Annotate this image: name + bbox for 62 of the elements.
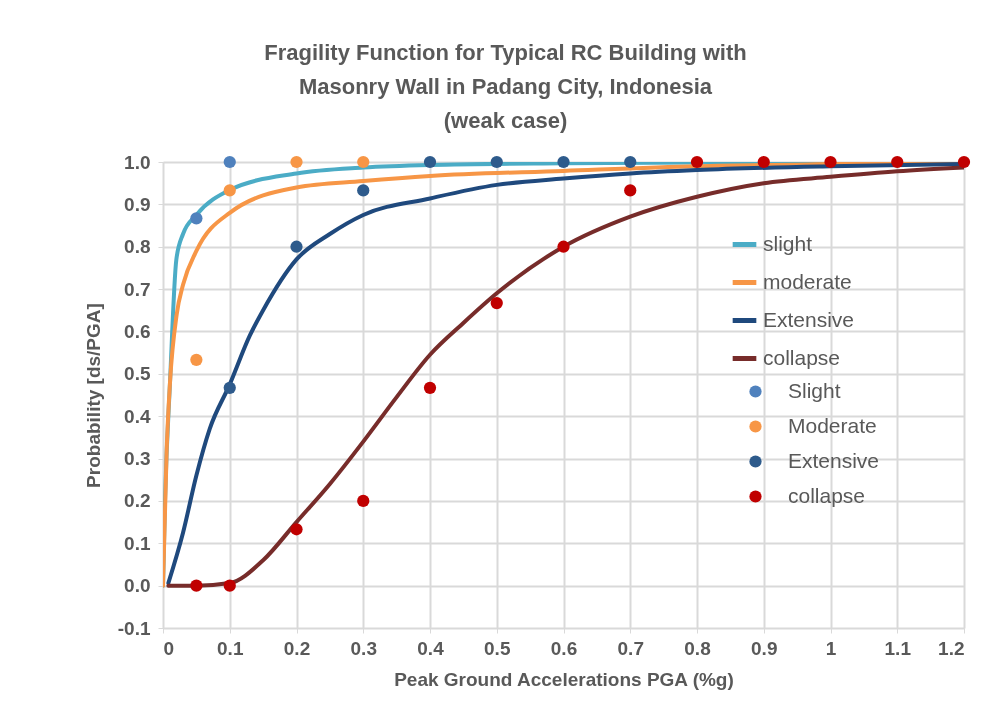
- x-tick-label: 0.9: [751, 637, 778, 659]
- point: [891, 155, 904, 169]
- y-tick-label: 0.8: [124, 236, 151, 258]
- x-tick-label: 0.1: [217, 637, 244, 659]
- point: [223, 184, 236, 197]
- x-tick-label: 1.1: [884, 637, 912, 659]
- x-tick-label: 0.7: [617, 637, 644, 659]
- x-tick-label: 0.3: [350, 637, 377, 659]
- y-tick-label: 0.3: [124, 448, 151, 470]
- point: [357, 155, 370, 169]
- legend-label: Extensive: [763, 307, 855, 331]
- point: [557, 155, 570, 169]
- point: [190, 353, 203, 366]
- legend-label: Slight: [788, 378, 841, 402]
- legend-label: moderate: [763, 269, 852, 293]
- y-tick-label: 0.1: [124, 532, 151, 554]
- x-tick-label: 0.8: [684, 637, 711, 659]
- point: [490, 155, 503, 169]
- point: [490, 296, 503, 310]
- point: [223, 579, 236, 592]
- point: [190, 212, 203, 225]
- point: [290, 240, 303, 253]
- point: [357, 184, 370, 197]
- y-tick-label: -0.1: [117, 617, 151, 639]
- point: [423, 381, 437, 394]
- point: [357, 494, 370, 508]
- x-tick-label: 0.6: [550, 637, 578, 659]
- x-tick-label: 0.2: [283, 637, 311, 659]
- point: [290, 155, 303, 169]
- y-tick-label: 0.9: [124, 193, 151, 215]
- point: [624, 184, 637, 197]
- x-tick-label: 0: [163, 637, 175, 659]
- chart-title: Fragility Function for Typical RC Building with Masonry Wall in Padang City, Indonesia (weak case): [264, 40, 747, 133]
- y-tick-label: 0.5: [124, 363, 151, 385]
- legend-label: Moderate: [788, 413, 877, 437]
- legend-label: slight: [763, 231, 813, 255]
- x-tick-label: 1.2: [938, 637, 965, 659]
- point: [223, 155, 236, 169]
- y-tick-label: 1.0: [124, 151, 151, 173]
- legend-label: Extensive: [788, 448, 880, 472]
- point: [290, 523, 303, 536]
- y-axis-title: Probability [ds/PGA]: [82, 303, 104, 488]
- point: [557, 240, 570, 253]
- point: [190, 579, 203, 592]
- point: [824, 155, 837, 169]
- legend-label: collapse: [763, 345, 841, 369]
- legend-label: collapse: [788, 483, 866, 507]
- y-tick-label: 0.2: [124, 490, 151, 512]
- x-axis-title: Peak Ground Accelerations PGA (%g): [394, 668, 734, 690]
- point: [690, 155, 704, 169]
- y-tick-label: 0.7: [124, 278, 151, 300]
- y-tick-label: 0.0: [124, 575, 151, 597]
- x-tick-label: 1: [825, 637, 837, 659]
- point: [223, 381, 236, 394]
- x-tick-label: 0.4: [417, 637, 445, 659]
- point: [757, 155, 770, 169]
- point: [423, 155, 437, 169]
- point: [624, 155, 637, 169]
- y-tick-label: 0.4: [124, 405, 151, 427]
- point: [957, 155, 971, 169]
- x-tick-label: 0.5: [484, 637, 511, 659]
- y-tick-label: 0.6: [124, 320, 151, 342]
